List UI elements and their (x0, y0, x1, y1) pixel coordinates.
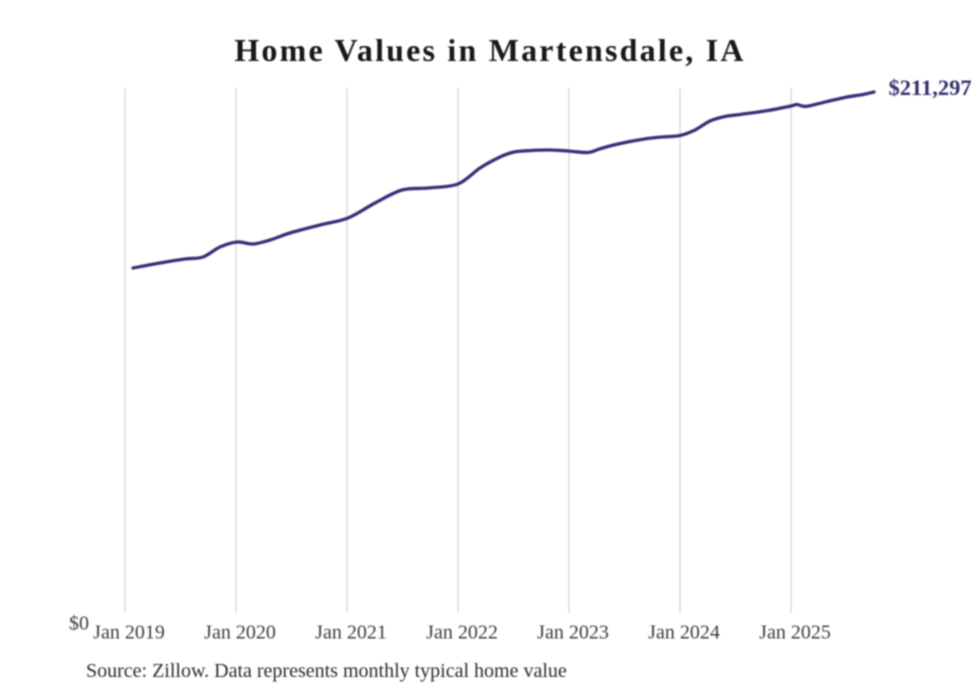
svg-text:Jan 2022: Jan 2022 (426, 622, 498, 644)
svg-text:$0: $0 (69, 613, 89, 635)
svg-text:Jan 2021: Jan 2021 (315, 622, 387, 644)
svg-text:Jan 2024: Jan 2024 (648, 622, 720, 644)
svg-text:Jan 2023: Jan 2023 (537, 622, 609, 644)
svg-text:Jan 2019: Jan 2019 (93, 622, 165, 644)
svg-text:Jan 2025: Jan 2025 (759, 622, 831, 644)
svg-text:Jan 2020: Jan 2020 (204, 622, 276, 644)
